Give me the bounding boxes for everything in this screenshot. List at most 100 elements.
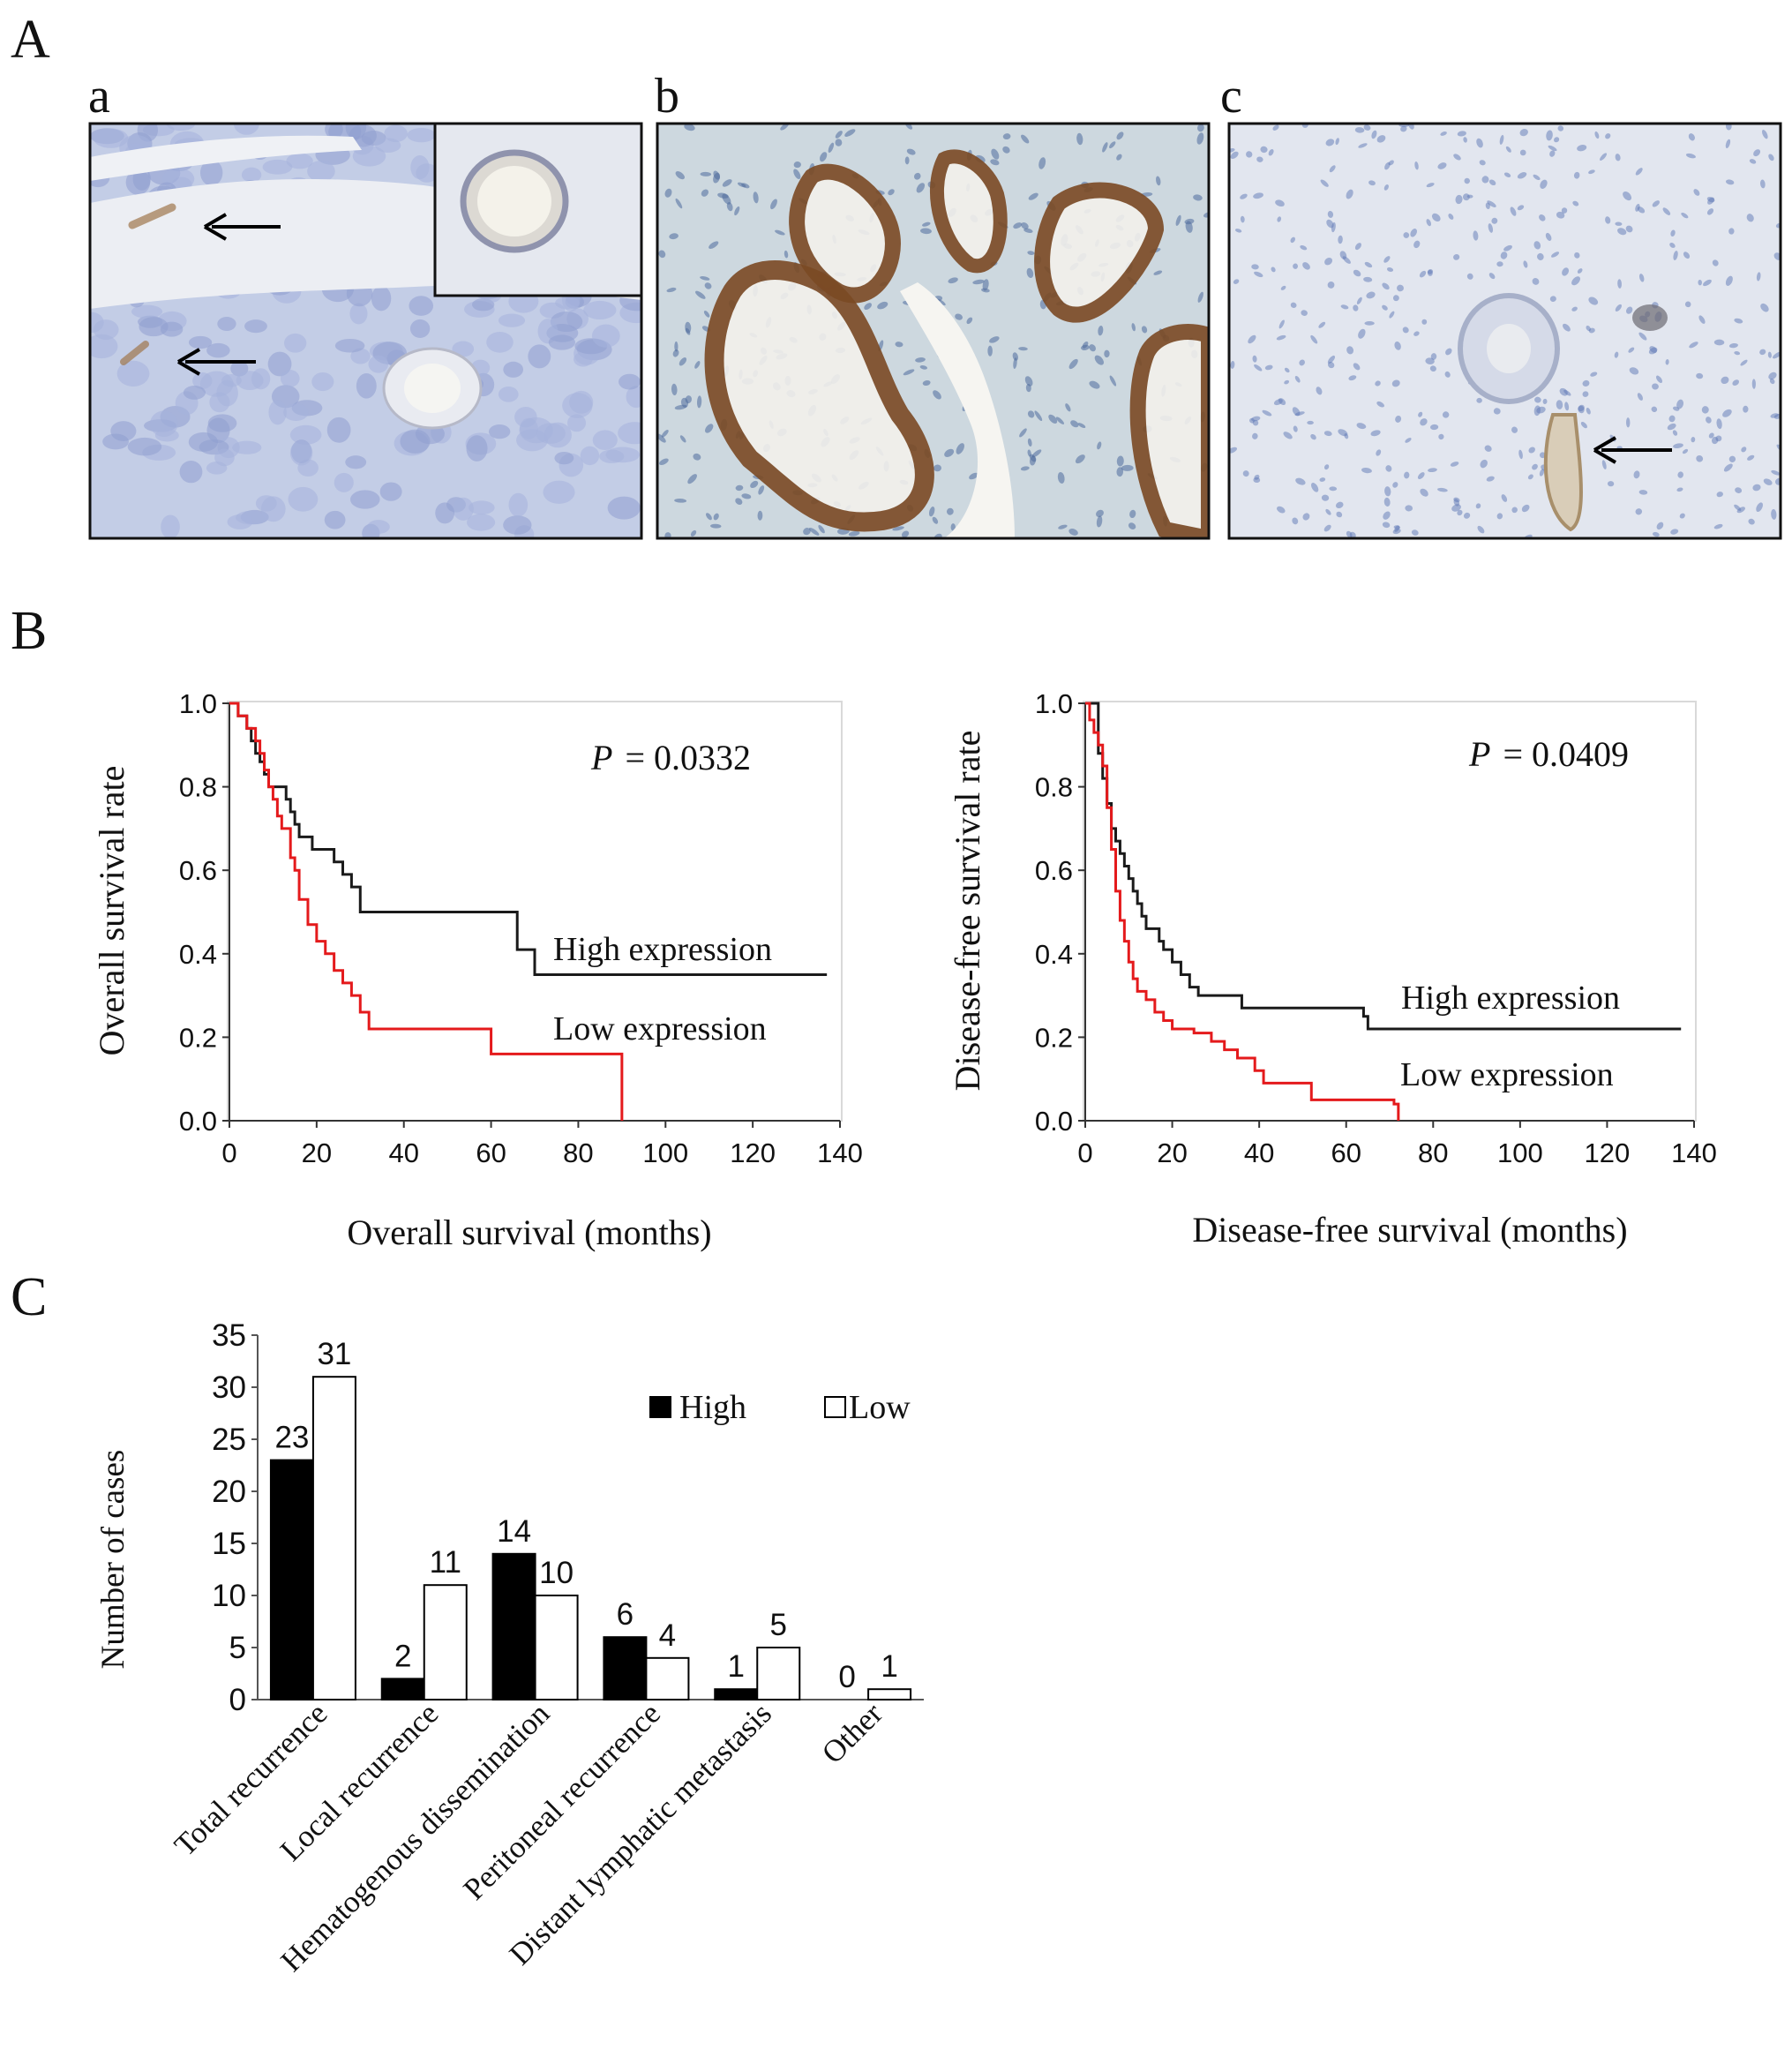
stromal-nucleus <box>895 342 903 348</box>
axes <box>251 1334 924 1700</box>
stromal-nucleus <box>1438 433 1444 440</box>
stromal-nucleus <box>1635 508 1643 515</box>
stromal-nucleus <box>1023 228 1033 233</box>
acinar-cell <box>379 482 402 501</box>
stromal-nucleus <box>1728 455 1736 462</box>
stromal-nucleus <box>1756 272 1761 282</box>
stromal-nucleus <box>703 311 710 318</box>
micrograph-a-frame <box>88 122 643 540</box>
stromal-nucleus <box>1284 379 1290 385</box>
x-tick-label: 60 <box>1331 1137 1361 1168</box>
stromal-nucleus <box>1358 143 1368 148</box>
stromal-nucleus <box>1607 481 1615 487</box>
stromal-nucleus <box>1542 398 1548 404</box>
stromal-nucleus <box>1371 130 1377 139</box>
stromal-nucleus <box>1679 513 1685 519</box>
stromal-nucleus <box>1141 326 1148 334</box>
stromal-nucleus <box>704 282 712 289</box>
acinar-cell <box>409 319 431 338</box>
stromal-nucleus <box>1711 436 1719 445</box>
stromal-nucleus <box>1768 154 1774 161</box>
stromal-nucleus <box>1706 208 1714 215</box>
acinar-cell <box>188 335 213 349</box>
stromal-nucleus <box>1493 408 1501 415</box>
stromal-nucleus <box>1354 127 1365 133</box>
acinar-cell <box>90 334 118 359</box>
stromal-nucleus <box>1307 420 1314 425</box>
stromal-nucleus <box>1421 319 1428 325</box>
acinar-cell <box>233 124 259 135</box>
stromal-nucleus <box>1496 513 1503 520</box>
stromal-nucleus <box>1685 153 1696 159</box>
stromal-nucleus <box>709 241 719 249</box>
stromal-nucleus <box>705 513 712 521</box>
stromal-nucleus <box>674 341 679 352</box>
stromal-nucleus <box>1248 334 1256 344</box>
acinar-cell <box>241 167 262 183</box>
stromal-nucleus <box>1420 488 1428 497</box>
stromal-nucleus <box>1335 501 1344 509</box>
stromal-nucleus <box>1480 459 1488 469</box>
acinar-cell <box>592 430 618 450</box>
stromal-nucleus <box>1540 179 1548 189</box>
curves <box>229 702 828 1121</box>
stromal-nucleus <box>1342 256 1351 264</box>
stromal-nucleus <box>1769 378 1775 385</box>
stromal-nucleus <box>1290 302 1297 308</box>
stromal-nucleus <box>758 485 765 495</box>
stromal-nucleus <box>1728 228 1735 235</box>
curves <box>1085 702 1682 1121</box>
stromal-nucleus <box>1430 353 1437 360</box>
stromal-nucleus <box>1534 396 1541 403</box>
bar-value-label: 11 <box>430 1545 461 1580</box>
stromal-nucleus <box>1665 359 1669 365</box>
legend: High Low <box>649 1389 911 1426</box>
legend-low-swatch <box>824 1396 846 1418</box>
stromal-nucleus <box>1655 375 1663 383</box>
bar-value-label: 6 <box>617 1597 634 1632</box>
y-tick-label: 30 <box>212 1370 246 1405</box>
stromal-nucleus <box>1580 421 1587 429</box>
stromal-nucleus <box>680 397 689 408</box>
stromal-nucleus <box>1065 403 1071 412</box>
acinar-cell <box>453 497 474 521</box>
bar-high <box>269 1459 314 1700</box>
stromal-nucleus <box>948 277 958 284</box>
stromal-nucleus <box>1648 347 1658 355</box>
stromal-nucleus <box>726 202 733 212</box>
stromal-nucleus <box>1410 229 1418 237</box>
acinar-cell <box>289 439 313 466</box>
duct-lumen <box>404 364 461 413</box>
bar-value-label: 0 <box>838 1660 855 1694</box>
stromal-nucleus <box>1028 192 1038 200</box>
acinar-cell <box>199 159 223 186</box>
stromal-nucleus <box>1716 418 1722 430</box>
acinar-cell <box>435 502 455 524</box>
x-tick-label: 80 <box>563 1137 593 1168</box>
stromal-nucleus <box>1414 161 1419 170</box>
stromal-nucleus <box>1455 194 1463 205</box>
stromal-nucleus <box>1499 134 1504 145</box>
stromal-nucleus <box>1411 529 1419 536</box>
bar-value-label: 2 <box>394 1639 411 1673</box>
bar-low <box>423 1584 468 1700</box>
stromal-nucleus <box>666 287 677 293</box>
stromal-nucleus <box>1672 430 1678 436</box>
y-tick-label: 0.2 <box>179 1022 217 1053</box>
stromal-nucleus <box>713 513 719 521</box>
stromal-nucleus <box>1392 529 1401 535</box>
stromal-nucleus <box>1485 202 1490 209</box>
stromal-nucleus <box>1572 200 1579 206</box>
stromal-nucleus <box>659 458 669 466</box>
stromal-nucleus <box>1698 315 1706 324</box>
stromal-nucleus <box>1068 358 1078 370</box>
stromal-nucleus <box>722 193 731 205</box>
stromal-nucleus <box>1706 197 1715 203</box>
stromal-nucleus <box>1383 511 1391 520</box>
stromal-nucleus <box>1753 149 1761 157</box>
stromal-nucleus <box>1353 304 1359 312</box>
stromal-nucleus <box>1293 263 1299 269</box>
x-tick-label: 0 <box>221 1137 236 1168</box>
stromal-nucleus <box>1696 454 1704 462</box>
stromal-nucleus <box>1487 200 1496 207</box>
